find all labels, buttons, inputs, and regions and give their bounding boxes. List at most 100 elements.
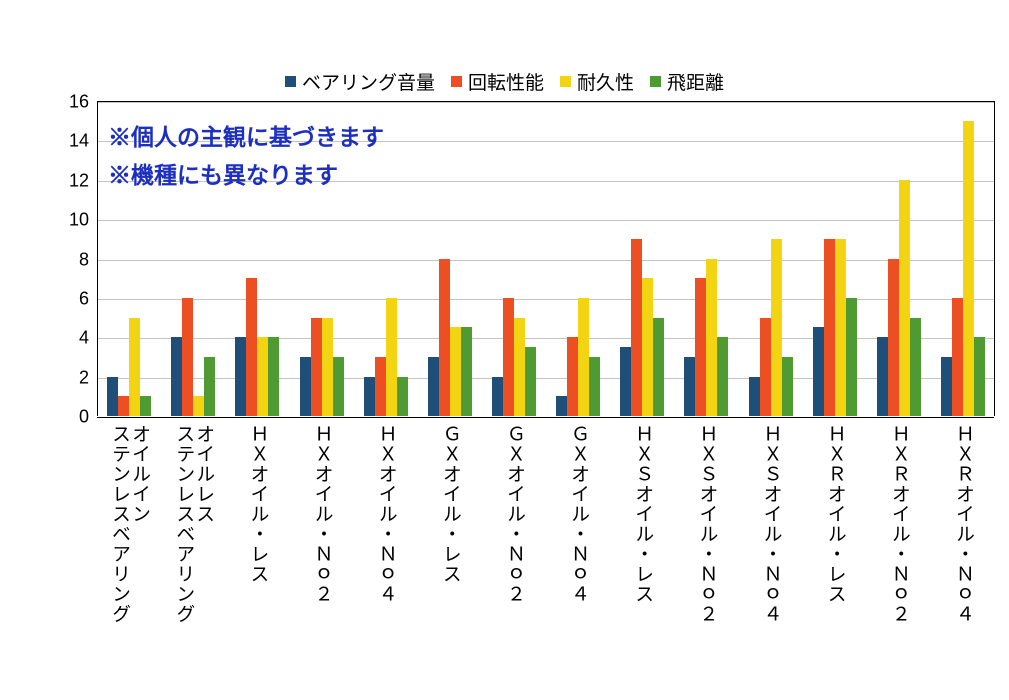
bar-group	[556, 298, 600, 416]
legend-item-0: ベアリング音量	[285, 68, 435, 95]
bar	[439, 259, 450, 417]
bar	[333, 357, 344, 416]
bar	[941, 357, 952, 416]
bar	[235, 337, 246, 416]
bar	[620, 347, 631, 416]
legend-swatch	[285, 76, 296, 87]
legend-item-3: 飛距離	[650, 68, 724, 95]
bar	[364, 377, 375, 416]
chart-legend: ベアリング音量 回転性能 耐久性 飛距離	[0, 68, 1009, 95]
gridline	[97, 220, 994, 221]
bar	[182, 298, 193, 416]
bar	[525, 347, 536, 416]
bar-group	[171, 298, 215, 416]
xtick-label: オイルインステンレスベアリング	[109, 424, 149, 624]
ytick-label: 8	[79, 249, 89, 270]
bar	[461, 327, 472, 416]
bar	[567, 337, 578, 416]
gridline	[97, 417, 994, 418]
bar	[246, 278, 257, 416]
bar	[952, 298, 963, 416]
xtick-label: ＨＸＲオイル・Ｎｏ４	[953, 424, 973, 624]
bar	[963, 121, 974, 416]
legend-label: 回転性能	[468, 68, 544, 95]
xtick-label: ＧＸオイル・Ｎｏ４	[568, 424, 588, 604]
bar	[397, 377, 408, 416]
bearing-comparison-chart: ベアリング音量回転性能耐久性飛距離 0246810121416 オイルインステン…	[0, 0, 1009, 700]
bar	[140, 396, 151, 416]
ytick-label: 10	[69, 210, 89, 231]
bar	[717, 337, 728, 416]
gridline	[97, 102, 994, 103]
bar	[375, 357, 386, 416]
bar-group	[300, 318, 344, 416]
legend-swatch	[451, 76, 462, 87]
bar	[322, 318, 333, 416]
xtick-label: ＧＸオイル・レス	[440, 424, 460, 584]
xtick-label: ＨＸオイル・Ｎｏ４	[376, 424, 396, 604]
ytick-label: 4	[79, 328, 89, 349]
xtick-label: ＨＸオイル・レス	[247, 424, 267, 584]
bar	[642, 278, 653, 416]
bar-group	[749, 239, 793, 416]
legend-item-1: 回転性能	[451, 68, 544, 95]
bar-group	[813, 239, 857, 416]
bar	[386, 298, 397, 416]
bar	[782, 357, 793, 416]
bar	[428, 357, 439, 416]
annotation-text: ※個人の主観に基づきます	[108, 118, 384, 152]
bar	[695, 278, 706, 416]
bar	[556, 396, 567, 416]
bar-group	[235, 278, 279, 416]
bar	[503, 298, 514, 416]
bar	[492, 377, 503, 416]
annotation-text: ※機種にも異なります	[108, 156, 338, 190]
bar-group	[364, 298, 408, 416]
bar	[653, 318, 664, 416]
ytick-label: 14	[69, 131, 89, 152]
bar-group	[684, 259, 728, 417]
bar	[311, 318, 322, 416]
legend-swatch	[650, 76, 661, 87]
gridline	[97, 338, 994, 339]
bar	[129, 318, 140, 416]
legend-label: ベアリング音量	[302, 68, 435, 95]
y-axis-line	[97, 102, 98, 416]
bar	[749, 377, 760, 416]
gridline	[97, 260, 994, 261]
bar	[888, 259, 899, 417]
bar-group	[428, 259, 472, 417]
bar	[118, 396, 129, 416]
ytick-label: 2	[79, 367, 89, 388]
xtick-label: オイルレスステンレスベアリング	[173, 424, 213, 624]
xtick-label: ＨＸＳオイル・Ｎｏ２	[696, 424, 716, 624]
bar-group	[877, 180, 921, 416]
bar	[514, 318, 525, 416]
bar	[171, 337, 182, 416]
bar	[877, 337, 888, 416]
bar	[268, 337, 279, 416]
xtick-label: ＧＸオイル・Ｎｏ２	[504, 424, 524, 604]
bar	[193, 396, 204, 416]
legend-label: 耐久性	[577, 68, 634, 95]
bar-group	[620, 239, 664, 416]
ytick-label: 0	[79, 407, 89, 428]
bar	[706, 259, 717, 417]
legend-label: 飛距離	[667, 68, 724, 95]
bar	[107, 377, 118, 416]
bar	[204, 357, 215, 416]
bar	[846, 298, 857, 416]
legend-swatch	[560, 76, 571, 87]
ytick-label: 6	[79, 288, 89, 309]
bar	[771, 239, 782, 416]
bar	[257, 337, 268, 416]
bar	[578, 298, 589, 416]
bar-group	[941, 121, 985, 416]
bar	[835, 239, 846, 416]
legend-item-2: 耐久性	[560, 68, 634, 95]
xtick-label: ＨＸＲオイル・Ｎｏ２	[889, 424, 909, 624]
bar	[631, 239, 642, 416]
gridline	[97, 299, 994, 300]
bar-group	[107, 318, 151, 416]
xtick-label: ＨＸオイル・Ｎｏ２	[312, 424, 332, 604]
